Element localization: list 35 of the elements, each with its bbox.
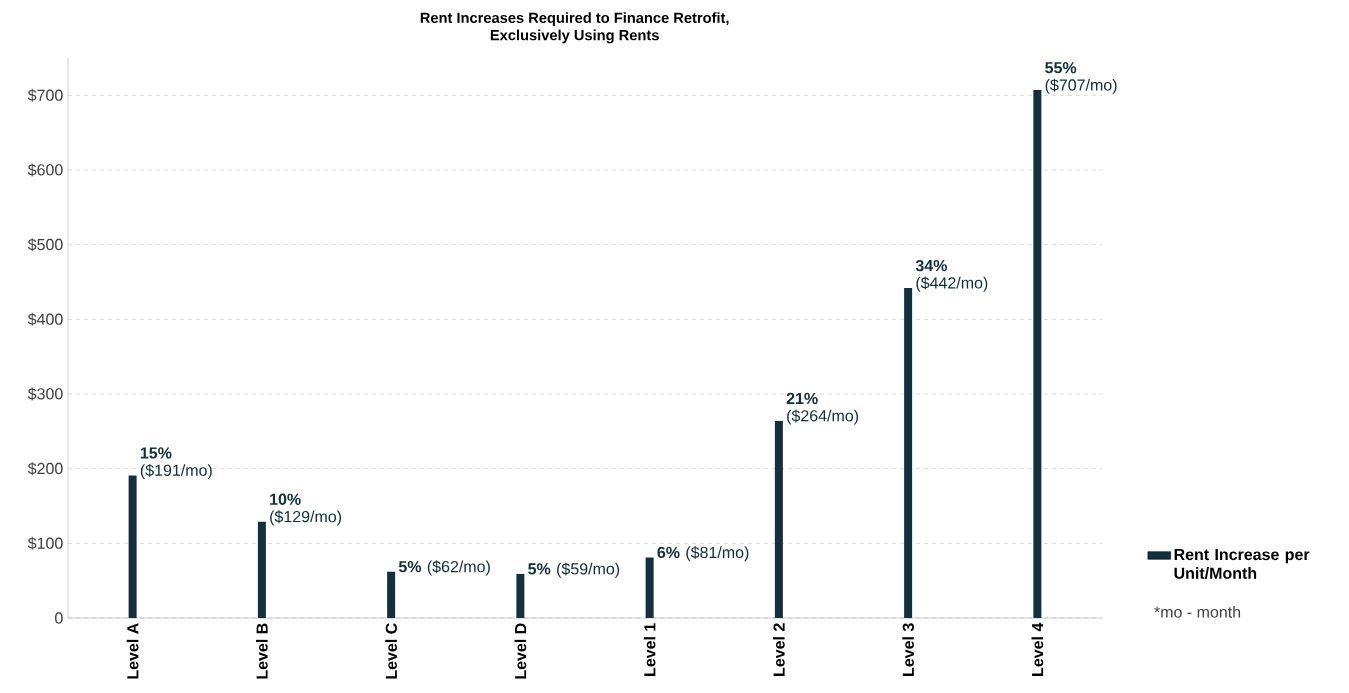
text: 55% ($707/mo) (1045, 62, 1117, 94)
x-tick-label: Level A (126, 623, 139, 679)
y-tick-label: $100 (27, 536, 63, 550)
y-tick-label: $300 (27, 387, 63, 401)
y-tick-label: 0 (55, 612, 63, 624)
bar (128, 475, 137, 618)
text: 6% ($81/mo) (657, 546, 749, 562)
bar (904, 287, 913, 618)
bar (516, 573, 525, 618)
chart-title: Rent Increases Required to Finance Retrofit, Exclusively Using Rents (420, 12, 729, 44)
text: 10% ($129/mo) (270, 493, 342, 526)
text: 5% ($59/mo) (528, 562, 620, 578)
bar (257, 521, 266, 618)
x-tick-label: Level 3 (902, 623, 915, 676)
legend-label: Rent Increase per Unit/Month (1174, 549, 1310, 579)
x-tick-label: Level C (385, 623, 397, 679)
text: 34% ($442/mo) (915, 259, 988, 292)
y-tick-label: $200 (27, 462, 63, 476)
bar (774, 420, 783, 618)
text: 5% ($62/mo) (398, 560, 490, 576)
y-tick-label: $400 (27, 312, 63, 326)
text: *mo - month (1154, 605, 1241, 618)
x-tick-label: Level 4 (1031, 622, 1044, 676)
y-tick-label: $700 (27, 88, 63, 102)
x-tick-label: Level D (514, 623, 527, 679)
bar (1033, 90, 1042, 618)
x-tick-label: Level 2 (773, 623, 785, 676)
bar (645, 557, 654, 618)
x-tick-label: Level B (256, 623, 268, 679)
y-tick-label: $600 (27, 163, 63, 177)
text: 21% ($264/mo) (786, 392, 859, 425)
x-tick-label: Level 1 (643, 623, 656, 676)
bar (387, 571, 396, 618)
y-tick-label: $500 (27, 238, 63, 252)
text: 15% ($191/mo) (140, 447, 212, 480)
